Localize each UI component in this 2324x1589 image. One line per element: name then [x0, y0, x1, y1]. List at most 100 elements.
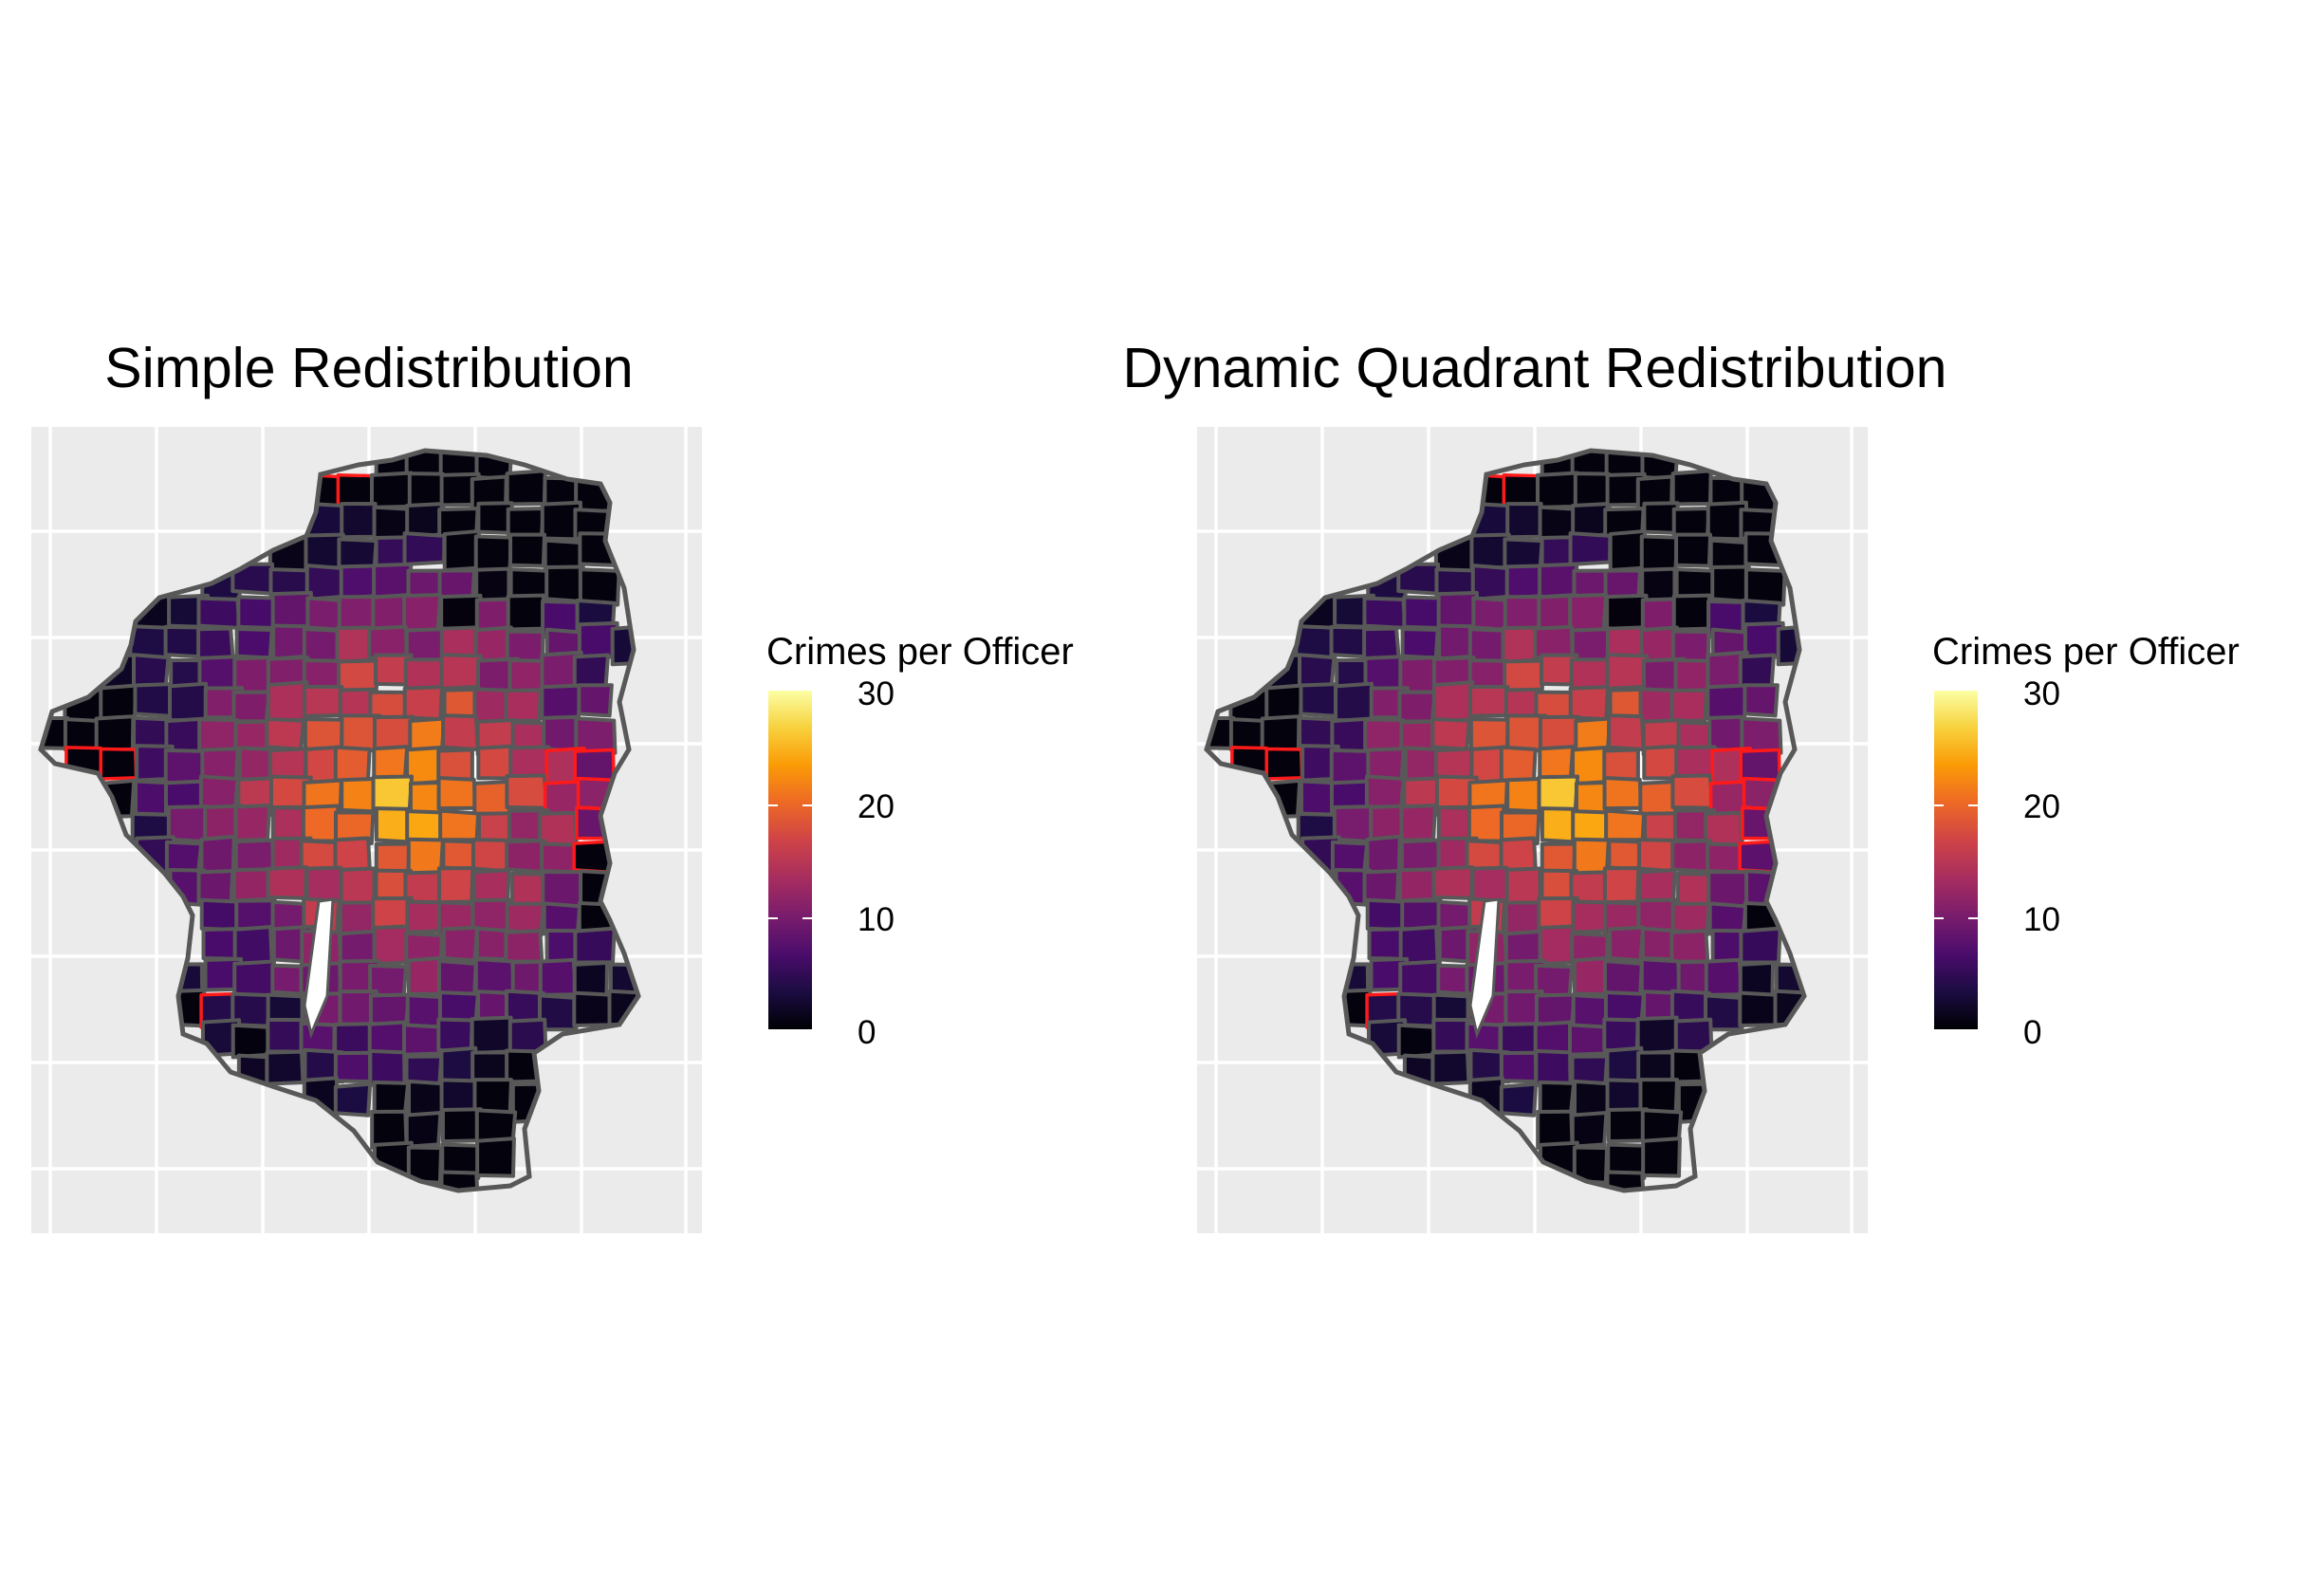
district — [1743, 567, 1787, 608]
legend-tick-20: 20 — [858, 788, 895, 825]
district — [1568, 531, 1613, 566]
district — [470, 838, 509, 874]
district — [1740, 716, 1783, 755]
district — [231, 690, 271, 724]
district — [1738, 990, 1780, 1027]
district — [196, 596, 242, 630]
district — [507, 657, 547, 694]
district — [1334, 681, 1374, 723]
district — [436, 959, 478, 998]
district — [577, 683, 614, 718]
district — [1260, 714, 1301, 754]
district — [265, 1049, 305, 1086]
district — [439, 1170, 480, 1191]
district — [1570, 1111, 1609, 1149]
district — [1431, 1017, 1473, 1054]
district — [265, 716, 305, 751]
district — [1743, 683, 1780, 718]
excluded-area — [1468, 897, 1501, 1039]
district — [1431, 865, 1475, 900]
district — [1467, 684, 1512, 718]
district — [578, 567, 621, 608]
district — [1538, 1080, 1577, 1117]
district — [198, 774, 240, 811]
district — [163, 748, 206, 786]
district — [1535, 471, 1580, 509]
district — [369, 471, 415, 509]
region-layer — [1204, 448, 1807, 1193]
district — [1602, 866, 1641, 905]
district — [1402, 595, 1444, 631]
district — [1673, 657, 1713, 694]
legend-tick-30: 30 — [2023, 675, 2060, 712]
legend-tick-10: 10 — [2023, 901, 2060, 938]
district — [163, 624, 204, 659]
district — [304, 865, 345, 903]
district — [574, 716, 618, 755]
district — [234, 627, 274, 660]
district — [1329, 624, 1370, 659]
district — [1430, 716, 1471, 751]
legend-tick-30: 30 — [858, 675, 895, 712]
legend-title: Crimes per Officer — [766, 631, 1074, 673]
district — [1568, 592, 1609, 633]
district — [438, 808, 481, 842]
district — [1396, 1023, 1438, 1060]
district — [266, 680, 309, 724]
colorbar — [768, 691, 812, 1029]
district — [1362, 596, 1408, 630]
district — [367, 624, 409, 660]
district — [572, 990, 615, 1027]
district — [1399, 803, 1437, 842]
district — [405, 899, 443, 934]
district — [1636, 838, 1675, 874]
district — [1669, 929, 1710, 964]
district — [339, 866, 377, 908]
panel-title: Simple Redistribution — [104, 337, 633, 399]
legend: Crimes per Officer 30 20 10 0 — [766, 631, 1074, 1051]
district — [1364, 774, 1406, 811]
district — [1398, 959, 1445, 1000]
district — [233, 803, 271, 842]
panel-title: Dynamic Quadrant Redistribution — [1122, 337, 1946, 399]
district — [506, 593, 545, 632]
district — [1568, 685, 1610, 722]
district — [442, 925, 480, 963]
district — [1602, 775, 1644, 811]
district — [231, 1023, 272, 1060]
district — [1431, 680, 1475, 724]
district — [1504, 866, 1542, 908]
district — [1671, 593, 1711, 632]
district — [372, 924, 410, 967]
district — [1669, 688, 1708, 723]
district — [1602, 959, 1644, 998]
district — [1567, 1023, 1609, 1057]
district — [1499, 745, 1538, 785]
excluded-area — [303, 897, 335, 1039]
district — [372, 562, 414, 600]
district — [439, 653, 485, 691]
district — [168, 681, 209, 723]
district — [133, 682, 175, 718]
legend-tick-0: 0 — [858, 1014, 876, 1051]
region-layer — [38, 448, 641, 1193]
district — [1704, 957, 1744, 997]
district — [1505, 501, 1543, 540]
district — [1670, 469, 1713, 507]
map-panel-simple: Simple Redistribution Crimes per Officer… — [31, 337, 1074, 1233]
city-outline — [38, 448, 641, 1193]
district — [540, 683, 583, 721]
district — [334, 810, 376, 846]
city-outline — [1204, 448, 1807, 1193]
district — [1605, 1170, 1646, 1191]
district — [505, 469, 547, 507]
district — [1604, 808, 1647, 842]
district — [401, 1023, 443, 1057]
district — [1500, 810, 1541, 846]
district — [266, 865, 309, 900]
highlighted-district — [99, 747, 138, 781]
district — [504, 688, 543, 723]
district — [1571, 899, 1609, 934]
district — [232, 959, 279, 1000]
district — [470, 1015, 513, 1056]
